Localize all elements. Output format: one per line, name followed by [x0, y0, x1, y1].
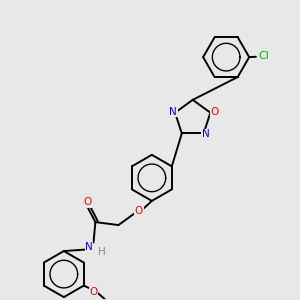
Text: N: N: [85, 242, 93, 252]
Text: O: O: [83, 197, 91, 207]
Text: H: H: [98, 247, 106, 257]
Text: N: N: [202, 129, 209, 139]
Text: Cl: Cl: [258, 51, 269, 62]
Text: O: O: [135, 206, 143, 216]
Text: N: N: [169, 107, 177, 117]
Text: O: O: [90, 287, 98, 297]
Text: O: O: [211, 107, 219, 117]
